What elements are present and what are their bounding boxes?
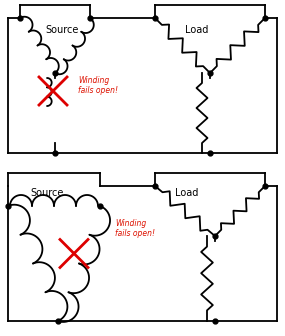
Text: Winding
fails open!: Winding fails open!	[115, 219, 155, 238]
Text: Load: Load	[175, 188, 198, 198]
Text: Winding
fails open!: Winding fails open!	[78, 76, 118, 95]
Text: Source: Source	[30, 188, 63, 198]
Text: Source: Source	[45, 25, 78, 35]
Text: Load: Load	[185, 25, 208, 35]
